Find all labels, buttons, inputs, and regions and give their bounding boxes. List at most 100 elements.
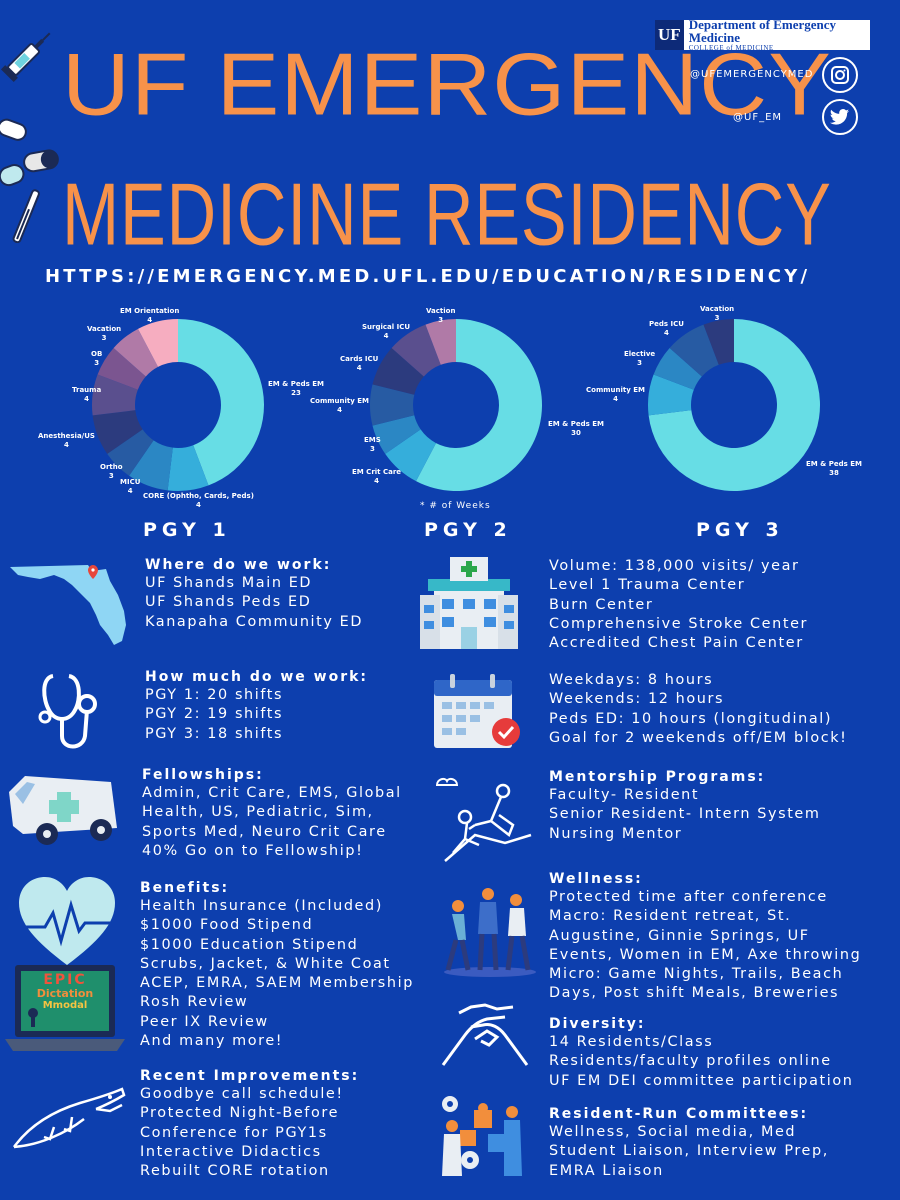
pgy3-rotation-donut: [648, 319, 820, 491]
section-title: Wellness:: [549, 871, 643, 887]
alligator-icon: [12, 1087, 126, 1149]
section-how-much-we-work: How much do we work: PGY 1: 20 shifts PGY…: [145, 669, 369, 742]
chart-label: Elective 3: [624, 350, 656, 368]
donut-slice-cards-icu: [372, 347, 424, 395]
donut-slice-elective: [653, 347, 702, 390]
chart-label: EM & Peds EM 30: [548, 420, 604, 438]
donut-slice-vacation: [703, 319, 734, 365]
donut-slice-vaction: [425, 319, 456, 365]
pgy2-rotation-donut: [369, 319, 543, 491]
section-recent-improvements: Recent Improvements: Goodbye call schedu…: [140, 1068, 360, 1180]
section-title: Resident-Run Committees:: [549, 1106, 809, 1122]
chart-label: MICU 4: [120, 478, 141, 496]
donut-slice-micu: [129, 440, 173, 491]
section-title: Mentorship Programs:: [549, 769, 766, 785]
donut-slice-em-peds-em: [648, 319, 820, 491]
residency-url-link[interactable]: HTTPS://EMERGENCY.MED.UFL.EDU/EDUCATION/…: [45, 266, 811, 287]
donut-slice-peds-icu: [669, 324, 719, 377]
chart-label: EM Orientation 4: [120, 307, 180, 325]
section-shift-hours: Weekdays: 8 hours Weekends: 12 hours Peds …: [549, 672, 848, 746]
handshake-icon: [441, 1003, 529, 1066]
donut-slice-vacation: [113, 328, 159, 377]
laptop-screen-epic: EPIC: [43, 972, 87, 988]
ambulance-icon: [9, 776, 117, 845]
chart-label: Cards ICU 4: [340, 355, 379, 373]
stethoscope-icon: [38, 674, 97, 749]
section-diversity: Diversity: 14 Residents/Class Residents/f…: [549, 1016, 854, 1089]
donut-slice-anesthesia-us: [92, 410, 143, 454]
weeks-footnote: * # of Weeks: [420, 501, 491, 511]
donut-slice-surgical-icu: [391, 324, 441, 377]
donut-slice-em-peds-em: [416, 319, 543, 491]
chart-label: Community EM 4: [586, 386, 645, 404]
chart-label: EM & Peds EM 38: [806, 460, 862, 478]
chart-label: Peds ICU 4: [649, 320, 684, 338]
thermometer-icon: [12, 189, 40, 243]
chart-label: Vacation 3: [87, 325, 122, 343]
section-where-we-work: Where do we work: UF Shands Main ED UF Sh…: [145, 557, 364, 630]
location-pin-icon: [88, 565, 98, 579]
chart-label: Ortho 3: [100, 463, 123, 481]
donut-slice-em-orientation: [138, 319, 178, 367]
donut-slice-ems: [372, 415, 421, 454]
mentorship-climb-icon: [435, 777, 532, 862]
medical-supplies-illustration: [0, 32, 59, 243]
donut-slice-core-ophtho-cards-peds-: [167, 445, 209, 491]
laptop-screen-dictation: Dictation: [36, 987, 94, 1001]
laptop-screen-mmodal: Mmodal: [42, 1000, 88, 1012]
uf-logo-mark: UF: [655, 20, 684, 50]
chart-label: Vaction 3: [426, 307, 456, 325]
pgy1-rotation-donut: [92, 319, 264, 491]
section-mentorship: Mentorship Programs: Faculty- Resident Se…: [549, 769, 821, 842]
rotation-charts: [92, 319, 820, 491]
donut-slice-community-em: [369, 384, 415, 426]
chart-label: Anesthesia/US 4: [38, 432, 95, 450]
pgy2-title: PGY 2: [424, 519, 512, 541]
chart-label: CORE (Ophtho, Cards, Peds) 4: [143, 492, 254, 510]
florida-map-icon: [10, 565, 126, 645]
twitter-handle[interactable]: @UF_EM: [733, 112, 783, 123]
chart-label: EM & Peds EM 23: [268, 380, 324, 398]
section-ed-facts: Volume: 138,000 visits/ year Level 1 Trau…: [549, 558, 809, 652]
hospital-icon: [420, 557, 518, 649]
calendar-icon: [434, 674, 520, 748]
donut-slice-ob: [97, 347, 146, 390]
section-wellness: Wellness: Protected time after conferenc…: [549, 871, 862, 1002]
section-title: Benefits:: [140, 880, 230, 896]
logo-department: Department of Emergency Medicine: [688, 16, 837, 46]
page-title-line2: MEDICINE RESIDENCY: [62, 164, 832, 264]
chart-label: EMS 3: [364, 436, 381, 454]
twitter-icon[interactable]: [822, 99, 858, 135]
chart-label: Vacation 3: [700, 305, 735, 323]
pgy3-title: PGY 3: [696, 519, 784, 541]
page-title-line1: UF EMERGENCY: [62, 34, 832, 134]
chart-label: OB 3: [91, 350, 103, 368]
section-resident-committees: Resident-Run Committees: Wellness, Socia…: [549, 1106, 829, 1179]
section-title: Recent Improvements:: [140, 1068, 360, 1084]
chart-label: Trauma 4: [72, 386, 102, 404]
section-benefits: Benefits: Health Insurance (Included) $10…: [140, 880, 414, 1050]
logo-college: COLLEGE of MEDICINE: [688, 43, 774, 52]
pill-capsule-icon: [0, 164, 25, 187]
pill-capsule-icon: [23, 149, 59, 173]
committee-puzzle-icon: [442, 1096, 522, 1176]
chart-label: EM Crit Care 4: [352, 468, 402, 486]
syringe-icon: [0, 32, 51, 83]
donut-slice-ortho: [107, 429, 154, 476]
section-title: Where do we work:: [145, 557, 332, 573]
heartbeat-icon: [19, 877, 115, 965]
section-title: How much do we work:: [145, 669, 369, 685]
laptop-screen-text: EPIC Dictation Mmodal: [21, 972, 109, 1012]
chart-label: Community EM 4: [310, 397, 369, 415]
instagram-handle[interactable]: @UFEMERGENCYMED: [690, 69, 814, 80]
section-title: Fellowships:: [142, 767, 264, 783]
wellness-people-icon: [444, 888, 536, 977]
section-title: Diversity:: [549, 1016, 646, 1032]
pgy1-title: PGY 1: [143, 519, 231, 541]
section-fellowships: Fellowships: Admin, Crit Care, EMS, Glob…: [142, 767, 402, 859]
uf-department-logo[interactable]: UF Department of Emergency Medicine COLL…: [655, 16, 870, 52]
pill-capsule-icon: [0, 118, 27, 141]
instagram-icon[interactable]: [822, 57, 858, 93]
donut-slice-trauma: [92, 374, 138, 416]
donut-slice-em-crit-care: [385, 429, 437, 482]
